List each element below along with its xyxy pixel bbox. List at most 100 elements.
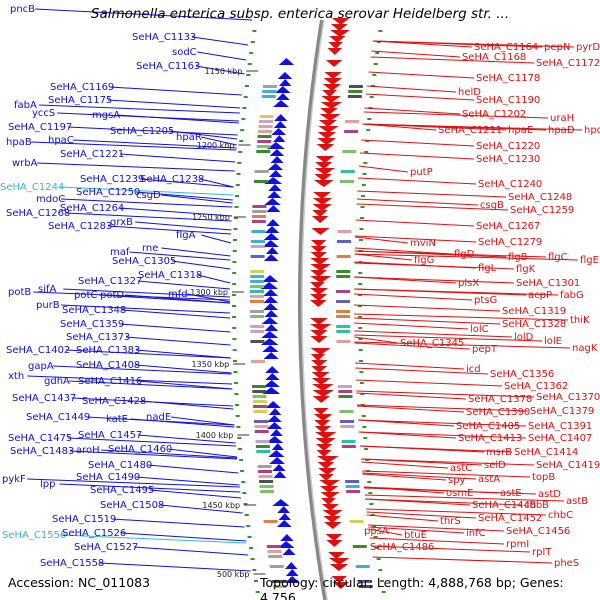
right-gene-label: hpcD: [584, 125, 600, 136]
right-leader-line: [354, 253, 579, 261]
forward-gene-arrow: [263, 296, 279, 303]
forward-gene-arrow: [276, 93, 290, 100]
right-leader-line: [366, 511, 477, 519]
forward-gene-arrow: [272, 464, 286, 471]
right-gene-label: SeHA_C1259: [510, 205, 574, 216]
left-leader-line: [187, 293, 231, 303]
cog-block: [272, 580, 286, 583]
left-leader-line: [119, 323, 231, 333]
tick-marker: [359, 360, 363, 362]
tick-marker: [378, 30, 383, 32]
tick-marker: [362, 426, 367, 428]
left-leader-line: [109, 86, 242, 96]
cog-block: [257, 140, 272, 143]
reverse-gene-arrow: [319, 486, 339, 493]
cog-block: [257, 135, 272, 138]
reverse-gene-arrow: [310, 348, 331, 355]
right-gene-label: ptsG: [474, 295, 497, 306]
tick-marker: [242, 492, 247, 494]
right-leader-line: [354, 336, 399, 344]
left-gene-label: maf: [110, 247, 130, 258]
tick-marker: [375, 547, 380, 549]
cog-block: [336, 290, 350, 293]
right-leader-line: [368, 524, 505, 532]
cog-block: [250, 315, 265, 318]
tick-marker: [237, 162, 242, 164]
forward-gene-arrow: [285, 569, 299, 576]
cog-block: [254, 170, 269, 173]
reverse-gene-arrow: [331, 18, 350, 25]
reverse-gene-arrow: [320, 492, 340, 499]
forward-gene-arrow: [265, 366, 280, 373]
tick-marker: [239, 459, 244, 461]
right-leader-line: [355, 367, 489, 375]
reverse-gene-arrow: [311, 216, 329, 223]
forward-gene-arrow: [274, 114, 288, 121]
right-gene-label: SeHA_C1178: [476, 73, 540, 84]
tick-marker: [361, 415, 366, 417]
forward-gene-arrow: [266, 422, 283, 429]
tick-marker: [367, 481, 372, 483]
left-gene-label: SeHA_C1197: [8, 122, 72, 133]
tick-marker: [232, 327, 237, 329]
reverse-gene-arrow: [310, 288, 328, 295]
left-gene-label: SeHA_C1526: [62, 528, 126, 539]
forward-gene-arrow: [278, 58, 295, 65]
tick-marker: [376, 558, 381, 560]
right-gene-label: SeHA_C1362: [504, 381, 568, 392]
left-gene-label: aroH: [76, 445, 100, 456]
left-leader-line: [121, 532, 247, 542]
right-gene-label: chbB: [524, 500, 549, 511]
cog-block: [336, 340, 351, 343]
left-leader-line: [197, 274, 231, 284]
tick-marker: [365, 140, 370, 142]
left-leader-line: [171, 416, 235, 426]
left-leader-line: [161, 247, 231, 257]
right-gene-label: flgE: [580, 255, 599, 266]
forward-gene-arrow: [264, 324, 279, 331]
cog-block: [262, 85, 277, 88]
right-gene-label: uraH: [550, 113, 574, 124]
left-leader-line: [131, 418, 235, 428]
left-leader-line: [69, 450, 238, 460]
forward-gene-arrow: [265, 247, 279, 254]
reverse-gene-arrow: [310, 354, 326, 361]
tick-marker: [363, 162, 368, 164]
right-leader-line: [357, 190, 507, 198]
tick-marker: [241, 481, 246, 483]
left-leader-line: [129, 251, 231, 261]
right-leader-line: [372, 40, 575, 48]
kbp-tick-label: 1250 kbp: [192, 213, 230, 222]
reverse-gene-arrow: [319, 114, 341, 121]
tick-marker: [232, 294, 236, 296]
tick-marker: [241, 118, 246, 120]
reverse-gene-arrow: [328, 558, 350, 565]
tick-marker: [232, 316, 237, 318]
left-leader-line: [141, 400, 234, 410]
cog-block: [250, 275, 265, 278]
right-leader-line: [353, 304, 501, 312]
cog-block: [340, 420, 354, 423]
forward-gene-arrow: [273, 121, 287, 128]
right-gene-label: lolC: [470, 324, 489, 335]
right-gene-label: SeHA_C1390: [466, 407, 530, 418]
right-gene-label: mviN: [410, 238, 436, 249]
cog-block: [254, 430, 269, 433]
left-gene-label: SeHA_C1305: [112, 256, 176, 267]
right-gene-label: thiK: [570, 315, 590, 326]
right-gene-label: SeHA_C1230: [476, 154, 540, 165]
forward-gene-arrow: [263, 254, 279, 261]
tick-marker: [235, 195, 240, 197]
right-gene-label: flgG: [414, 255, 434, 266]
right-gene-label: SeHA_C1356: [490, 369, 554, 380]
reverse-gene-arrow: [310, 246, 327, 253]
left-leader-line: [119, 153, 236, 163]
tick-marker: [247, 63, 252, 65]
right-gene-label: flgL: [478, 263, 497, 274]
left-leader-line: [107, 99, 241, 109]
right-leader-line: [364, 107, 461, 115]
cog-block: [341, 440, 356, 443]
left-gene-label: SeHA_C1480: [88, 460, 152, 471]
